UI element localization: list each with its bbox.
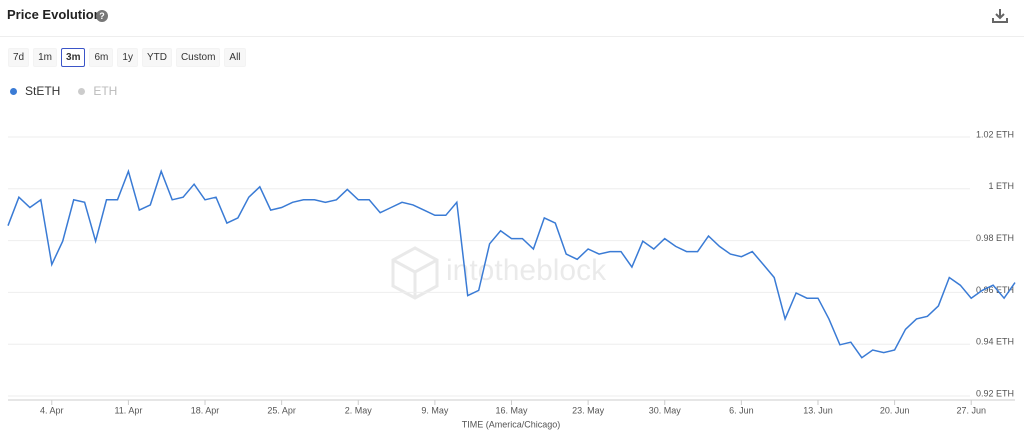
legend-label: StETH [25,84,61,98]
y-tick-label: 0.96 ETH [976,285,1014,295]
x-tick-label: 16. May [495,405,528,415]
x-tick-label: 27. Jun [956,405,986,415]
legend-marker [10,87,17,95]
range-button[interactable]: 3m [61,48,86,67]
range-button[interactable]: 1m [33,48,58,67]
legend-item[interactable]: StETH [10,84,60,98]
range-button[interactable]: Custom [175,48,221,67]
help-icon[interactable]: ? [96,10,108,22]
x-tick-label: 4. Apr [40,405,64,415]
y-tick-label: 0.98 ETH [976,233,1014,243]
y-tick-label: 1.02 ETH [976,129,1014,139]
x-tick-label: 23. May [572,405,605,415]
legend-item[interactable]: ETH [78,84,117,98]
x-tick-label: 30. May [649,405,682,415]
x-tick-label: 13. Jun [803,405,833,415]
x-tick-label: 6. Jun [729,405,754,415]
legend: StETH ETH [10,84,117,98]
range-button[interactable]: 1y [117,48,138,67]
series-line [7,168,1016,359]
x-tick-label: 25. Apr [267,405,296,415]
x-tick-label: 9. May [421,405,449,415]
y-tick-label: 0.92 ETH [976,388,1014,398]
x-tick-label: 11. Apr [114,405,142,415]
range-button[interactable]: 7d [8,48,30,67]
download-icon[interactable] [990,6,1010,26]
watermark: intotheblock [446,254,607,287]
watermark-logo [391,246,439,300]
y-tick-label: 0.94 ETH [976,337,1014,347]
x-tick-label: 2. May [345,405,373,415]
x-tick-label: 20. Jun [880,405,910,415]
range-button[interactable]: YTD [141,48,172,67]
title: Price Evolution [7,7,102,22]
range-buttons: 7d 1m 3m 6m 1y YTD Custom All [8,48,246,67]
legend-marker [78,87,86,95]
legend-label: ETH [93,84,118,98]
range-button[interactable]: 6m [89,48,114,67]
y-tick-label: 1 ETH [988,181,1014,191]
x-axis-title: TIME (America/Chicago) [462,419,561,429]
x-tick-label: 18. Apr [191,405,220,415]
separator [0,36,1024,37]
range-button[interactable]: All [224,48,246,67]
